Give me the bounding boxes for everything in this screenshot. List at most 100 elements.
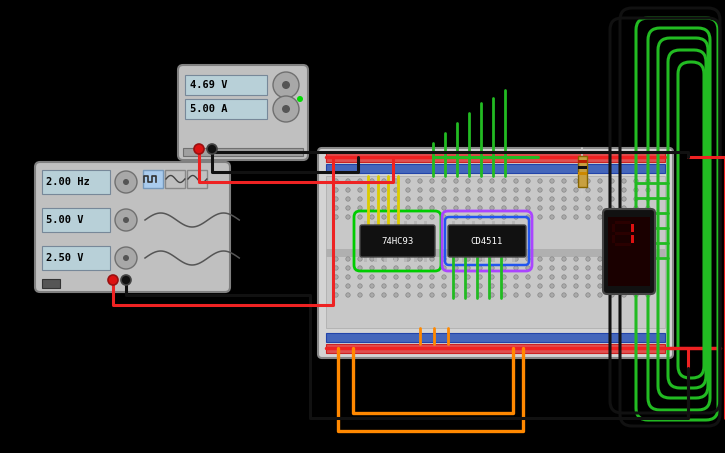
Circle shape xyxy=(478,197,482,201)
Circle shape xyxy=(478,275,482,279)
Circle shape xyxy=(634,215,638,219)
Circle shape xyxy=(514,197,518,201)
Circle shape xyxy=(598,206,602,210)
Circle shape xyxy=(346,293,350,297)
Circle shape xyxy=(382,188,386,192)
Circle shape xyxy=(478,188,482,192)
Circle shape xyxy=(573,215,579,219)
Circle shape xyxy=(573,197,579,201)
Circle shape xyxy=(586,275,590,279)
Bar xyxy=(578,166,587,169)
Circle shape xyxy=(646,206,650,210)
Circle shape xyxy=(622,266,626,270)
Circle shape xyxy=(394,179,398,183)
Circle shape xyxy=(442,197,446,201)
Bar xyxy=(185,99,267,119)
Circle shape xyxy=(346,188,350,192)
Circle shape xyxy=(334,293,338,297)
Bar xyxy=(374,221,377,226)
Circle shape xyxy=(586,266,590,270)
Bar xyxy=(42,279,60,288)
Circle shape xyxy=(598,275,602,279)
Circle shape xyxy=(526,206,530,210)
Circle shape xyxy=(490,284,494,288)
Bar xyxy=(482,257,485,262)
Circle shape xyxy=(550,266,554,270)
Circle shape xyxy=(538,179,542,183)
Circle shape xyxy=(406,179,410,183)
Bar xyxy=(424,221,427,226)
Circle shape xyxy=(406,257,410,261)
Circle shape xyxy=(478,284,482,288)
Bar xyxy=(452,221,455,226)
Bar xyxy=(404,257,407,262)
Circle shape xyxy=(334,284,338,288)
Circle shape xyxy=(478,179,482,183)
Circle shape xyxy=(394,188,398,192)
Circle shape xyxy=(273,72,299,98)
Bar xyxy=(462,221,465,226)
Circle shape xyxy=(346,266,350,270)
Circle shape xyxy=(586,197,590,201)
Circle shape xyxy=(526,215,530,219)
Bar xyxy=(143,170,163,188)
Circle shape xyxy=(490,215,494,219)
Circle shape xyxy=(207,144,217,154)
Circle shape xyxy=(526,266,530,270)
Circle shape xyxy=(526,284,530,288)
Circle shape xyxy=(418,206,422,210)
Circle shape xyxy=(538,215,542,219)
Circle shape xyxy=(358,266,362,270)
Circle shape xyxy=(334,197,338,201)
Bar xyxy=(615,232,631,235)
Circle shape xyxy=(586,215,590,219)
Circle shape xyxy=(646,197,650,201)
Bar xyxy=(384,257,387,262)
Circle shape xyxy=(406,188,410,192)
Circle shape xyxy=(634,275,638,279)
Circle shape xyxy=(382,215,386,219)
Circle shape xyxy=(394,197,398,201)
Circle shape xyxy=(634,206,638,210)
Circle shape xyxy=(622,179,626,183)
Circle shape xyxy=(358,188,362,192)
Circle shape xyxy=(394,293,398,297)
Circle shape xyxy=(465,293,471,297)
Circle shape xyxy=(514,188,518,192)
Circle shape xyxy=(598,284,602,288)
Circle shape xyxy=(394,206,398,210)
Circle shape xyxy=(430,275,434,279)
Circle shape xyxy=(538,206,542,210)
Circle shape xyxy=(282,81,290,89)
Bar xyxy=(42,170,110,194)
Circle shape xyxy=(573,275,579,279)
Circle shape xyxy=(418,215,422,219)
Circle shape xyxy=(273,96,299,122)
Circle shape xyxy=(538,275,542,279)
Circle shape xyxy=(550,206,554,210)
Circle shape xyxy=(123,179,129,185)
Circle shape xyxy=(550,197,554,201)
Circle shape xyxy=(370,215,374,219)
FancyBboxPatch shape xyxy=(318,148,673,358)
Circle shape xyxy=(194,144,204,154)
Circle shape xyxy=(346,197,350,201)
Circle shape xyxy=(550,257,554,261)
Bar xyxy=(326,164,665,173)
Bar xyxy=(394,257,397,262)
Circle shape xyxy=(550,293,554,297)
Text: 2.00 Hz: 2.00 Hz xyxy=(46,177,90,187)
Circle shape xyxy=(634,284,638,288)
Circle shape xyxy=(358,197,362,201)
Circle shape xyxy=(370,266,374,270)
Circle shape xyxy=(502,197,506,201)
Circle shape xyxy=(358,257,362,261)
Circle shape xyxy=(490,197,494,201)
Bar xyxy=(462,257,465,262)
Bar xyxy=(384,221,387,226)
Circle shape xyxy=(646,257,650,261)
Circle shape xyxy=(465,215,471,219)
Circle shape xyxy=(562,179,566,183)
Circle shape xyxy=(382,197,386,201)
Circle shape xyxy=(465,266,471,270)
